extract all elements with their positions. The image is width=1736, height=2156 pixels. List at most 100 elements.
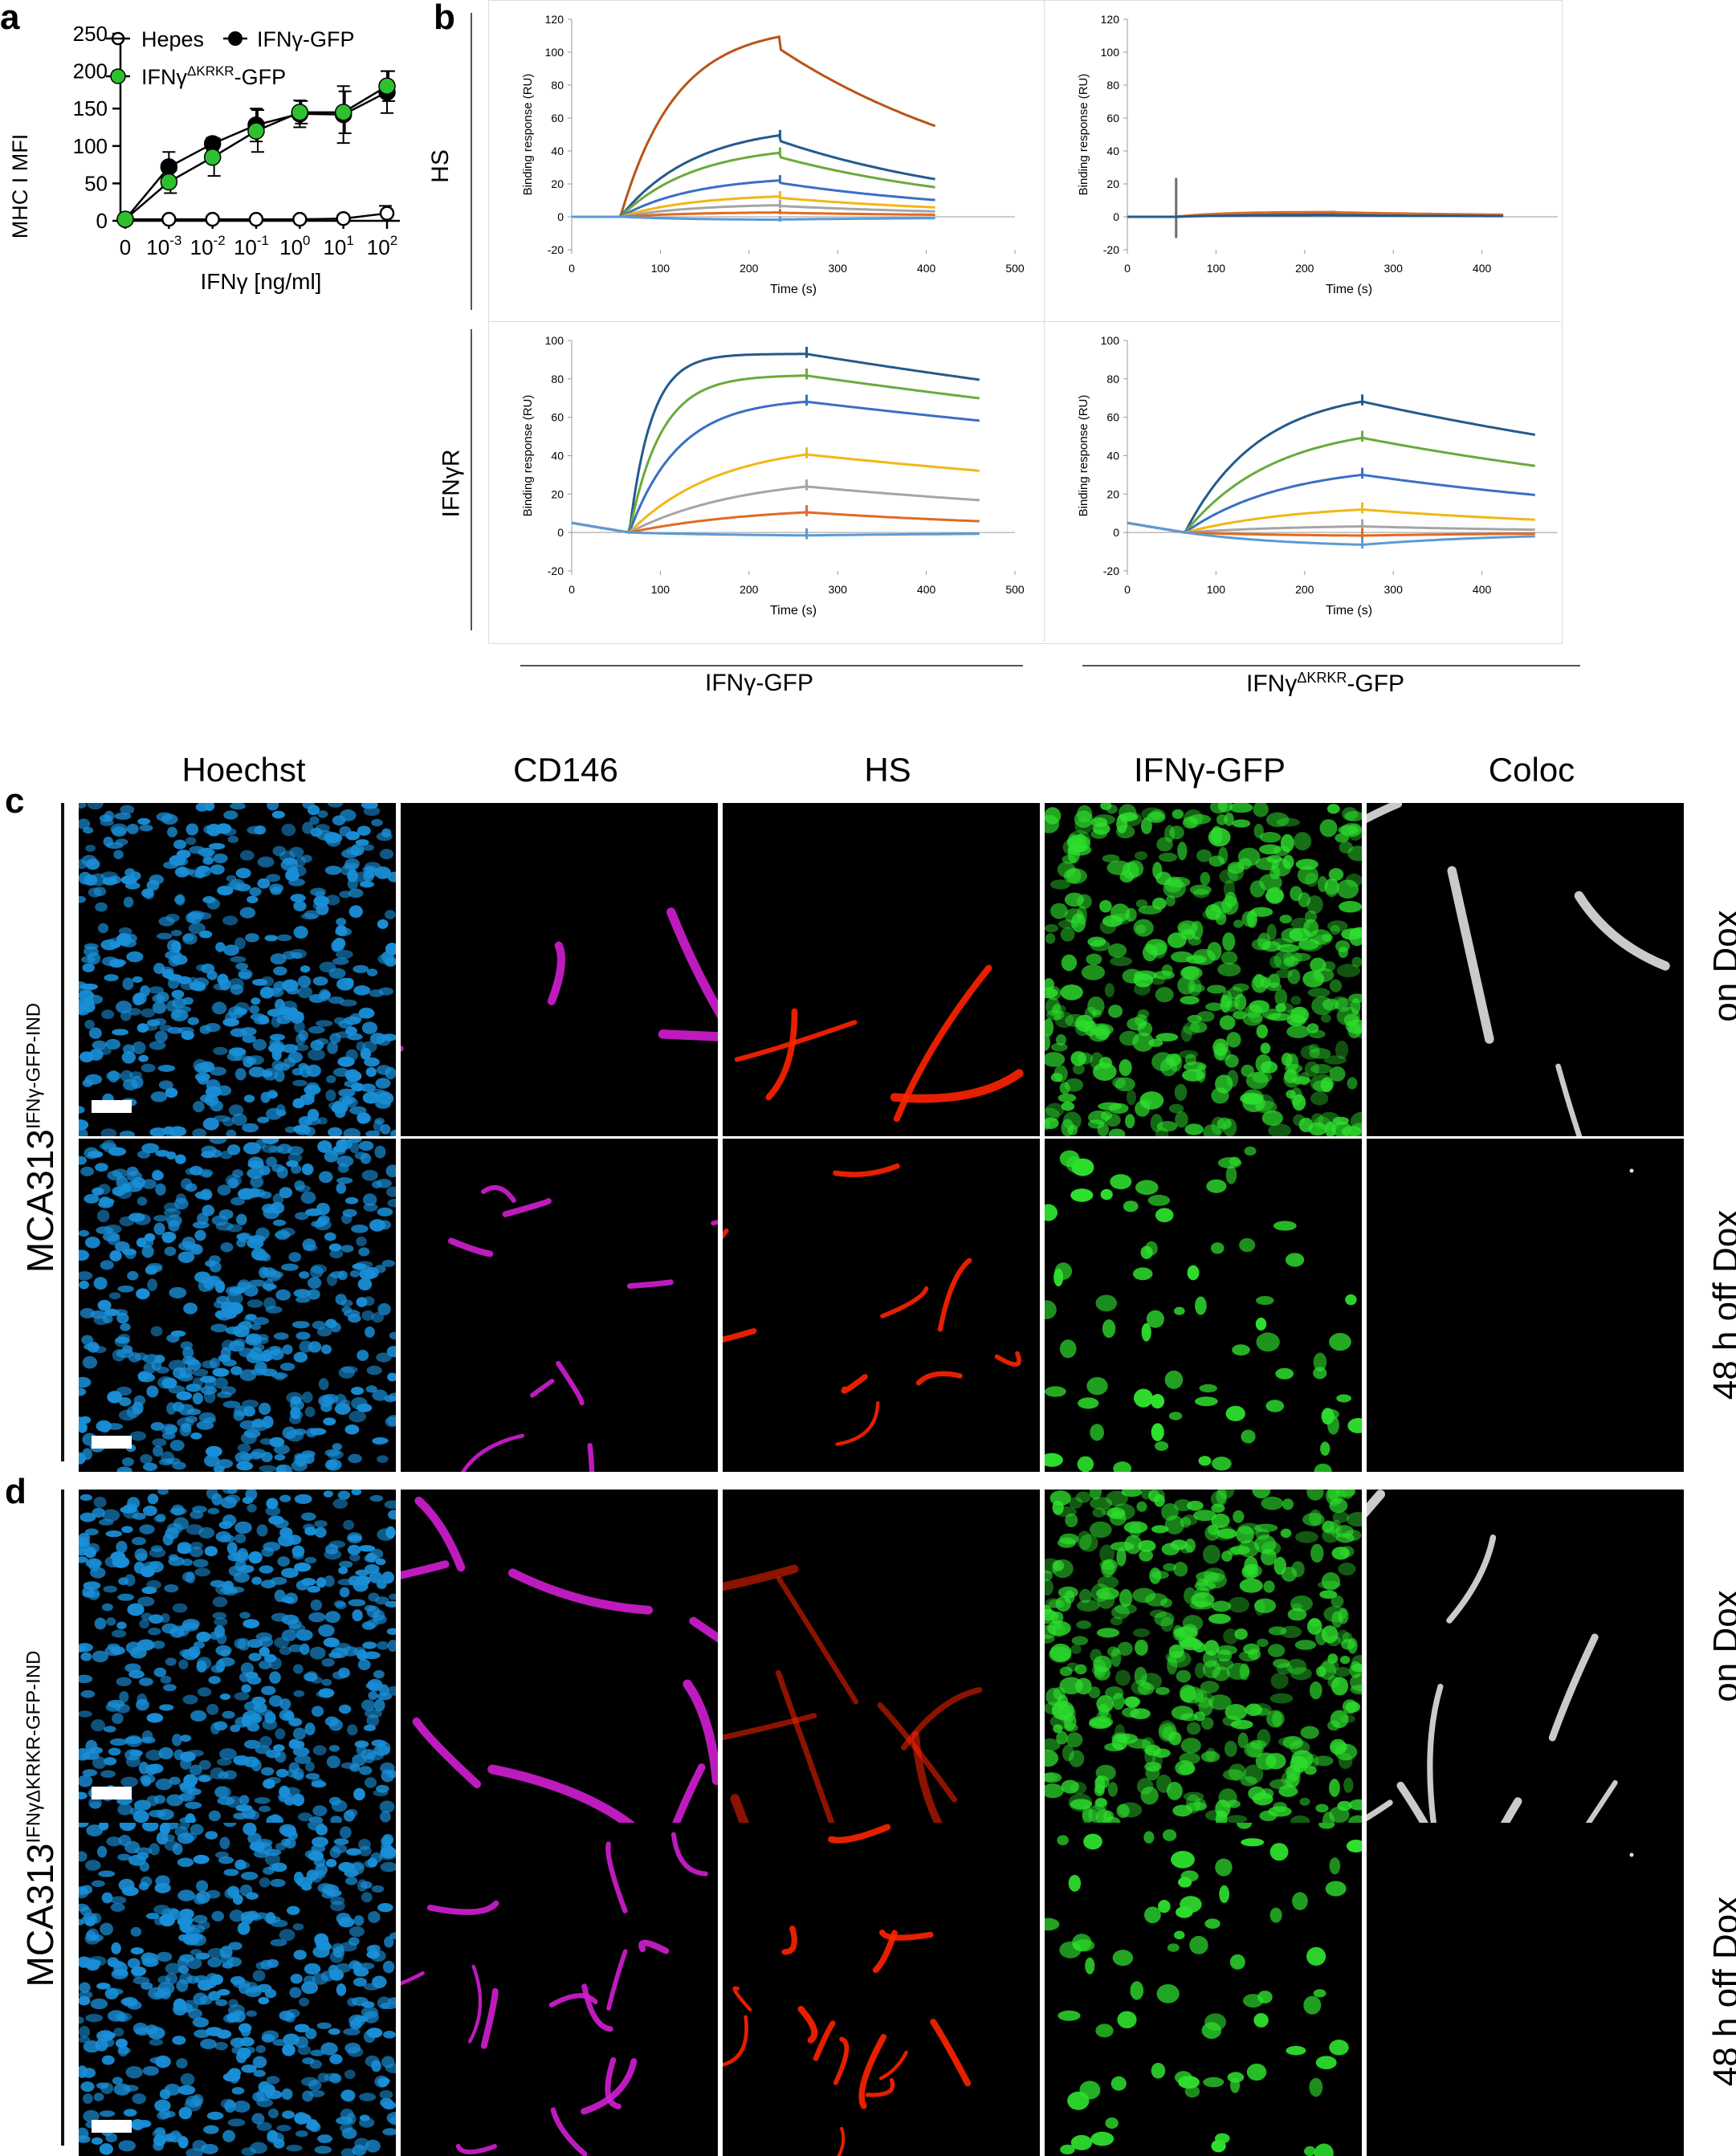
x-tick-label: 0 — [568, 262, 575, 275]
x-tick-label: 10-1 — [234, 233, 269, 259]
x-axis-title: Time (s) — [1326, 283, 1372, 296]
micrograph-coloc — [1367, 803, 1684, 1136]
micrograph-hoechst — [79, 1490, 396, 1823]
sensorgram-curve — [1127, 473, 1535, 534]
x-tick-label: 200 — [1295, 262, 1314, 275]
data-point — [378, 77, 396, 95]
data-point — [291, 104, 309, 121]
x-tick-label: 100 — [279, 233, 310, 259]
micrograph-hoechst — [79, 1139, 396, 1472]
data-point — [160, 158, 178, 176]
x-tick-label: 0 — [568, 583, 575, 596]
y-tick-label: 20 — [1106, 177, 1119, 190]
sensorgram-curve — [1127, 521, 1535, 546]
micrograph-coloc — [1367, 1823, 1684, 2156]
x-tick-label: 0 — [1124, 583, 1131, 596]
y-tick-label: 60 — [1106, 112, 1119, 124]
legend-label-hepes: Hepes — [141, 27, 204, 51]
y-tick-label: 60 — [551, 112, 564, 124]
x-axis-title: Time (s) — [770, 283, 817, 296]
x-tick-label: 300 — [829, 262, 848, 275]
x-tick-label: 100 — [1207, 262, 1226, 275]
y-tick-label: 0 — [557, 210, 564, 223]
panel-b-row-label-hs: HS — [426, 149, 454, 183]
x-tick-label: 300 — [829, 583, 848, 596]
sensorgram-curve — [571, 511, 980, 534]
y-tick-label: -20 — [1103, 243, 1119, 256]
y-tick-label: 120 — [1101, 13, 1120, 26]
y-tick-label: 40 — [1106, 450, 1119, 463]
y-tick-label: 0 — [557, 526, 564, 539]
panel-a-ylabel: MHC I MFI — [8, 134, 32, 238]
data-point — [292, 211, 308, 227]
sensorgram-curve — [572, 195, 935, 218]
sensorgram-curve — [572, 151, 935, 218]
x-tick-label: 102 — [367, 233, 397, 259]
x-tick-label: 400 — [917, 583, 936, 596]
y-tick-label: 200 — [73, 59, 108, 84]
micrograph-hs — [723, 803, 1040, 1136]
legend-label-wt: IFNγ-GFP — [257, 27, 355, 51]
data-point — [203, 149, 222, 166]
dose-response-plot-area: 0 50 100 150 200 250 0 10-3 10-2 10-1 100 101 102 — [73, 22, 400, 259]
channel-header-hoechst: Hoechst — [181, 751, 306, 789]
cell-line-label-c: MCA313IFNγ-GFP-IND — [19, 1002, 61, 1274]
y-tick-label: 50 — [84, 171, 108, 195]
x-axis-title: Time (s) — [770, 604, 817, 617]
panel-b-row-bracket-receptor — [471, 329, 472, 630]
micrograph-hs — [723, 1490, 1040, 1823]
x-tick-label: 100 — [651, 583, 670, 596]
panel-b-frame — [488, 0, 1563, 644]
panel-letter-a: a — [0, 0, 20, 37]
panel-c-bracket — [61, 803, 64, 1461]
spr-receptor-wt-chart: -20 0 20 40 60 80 100 0 100 200 300 400 500 Time (s) B… — [521, 334, 1025, 617]
y-tick-label: 80 — [551, 79, 564, 92]
panel-a-xlabel: IFNγ [ng/ml] — [201, 269, 322, 294]
micrograph-hoechst — [79, 803, 396, 1136]
data-point — [379, 206, 395, 221]
sensorgram-curve — [1127, 437, 1536, 534]
sensorgram-curve — [571, 353, 980, 534]
micrograph-cd146 — [401, 1139, 718, 1472]
y-axis-title: Binding response (RU) — [521, 74, 535, 196]
x-tick-label: 200 — [1295, 583, 1314, 596]
y-tick-label: 100 — [545, 334, 564, 347]
cell-line-label-d: MCA313IFNγΔKRKR-GFP-IND — [19, 1650, 61, 1987]
y-tick-label: 60 — [551, 411, 564, 424]
panel-b-col-label-mutant: IFNγΔKRKR-GFP — [1246, 670, 1405, 697]
y-tick-label: -20 — [548, 243, 564, 256]
x-axis-title: Time (s) — [1326, 604, 1372, 617]
scale-bar — [92, 2120, 132, 2133]
y-tick-label: 250 — [73, 22, 108, 46]
y-tick-label: 20 — [551, 487, 564, 500]
condition-label-c-off: 48 h off Dox — [1706, 1209, 1736, 1400]
micrograph-ifn-gfp — [1045, 803, 1362, 1136]
x-tick-label: 0 — [1124, 262, 1131, 275]
sensorgram-curve — [571, 400, 980, 534]
y-tick-label: 150 — [73, 96, 108, 120]
legend-label-mutant: IFNγΔKRKR-GFP — [141, 63, 286, 89]
panel-b-col-underline-wt — [520, 665, 1023, 666]
x-tick-label: 400 — [1473, 262, 1492, 275]
y-tick-label: 80 — [1106, 373, 1119, 385]
data-point — [160, 173, 178, 191]
panel-b-col-label-wt: IFNγ-GFP — [705, 670, 813, 696]
panel-a-legend: Hepes IFNγ-GFP IFNγΔKRKR-GFP — [106, 27, 355, 89]
panel-b-col-divider — [1044, 0, 1045, 642]
y-tick-label: 100 — [1101, 46, 1120, 59]
x-tick-label: 10-2 — [190, 233, 226, 259]
y-tick-label: 100 — [1101, 334, 1120, 347]
micrograph-cd146 — [401, 1823, 718, 2156]
condition-label-d-on: on Dox — [1706, 1590, 1736, 1702]
data-point — [116, 210, 134, 228]
spr-hs-wt-chart: -20 0 20 40 60 80 100 120 0 100 200 300 400 500 Time (… — [521, 13, 1025, 296]
sensorgram-curve — [572, 215, 935, 222]
x-tick-label: 100 — [1207, 583, 1226, 596]
panel-letter-d: d — [5, 1472, 26, 1511]
sensorgram-curve — [1127, 400, 1536, 534]
panel-b-row-bracket-hs — [471, 13, 472, 310]
x-tick-label: 200 — [740, 262, 759, 275]
condition-label-c-on: on Dox — [1706, 910, 1736, 1022]
